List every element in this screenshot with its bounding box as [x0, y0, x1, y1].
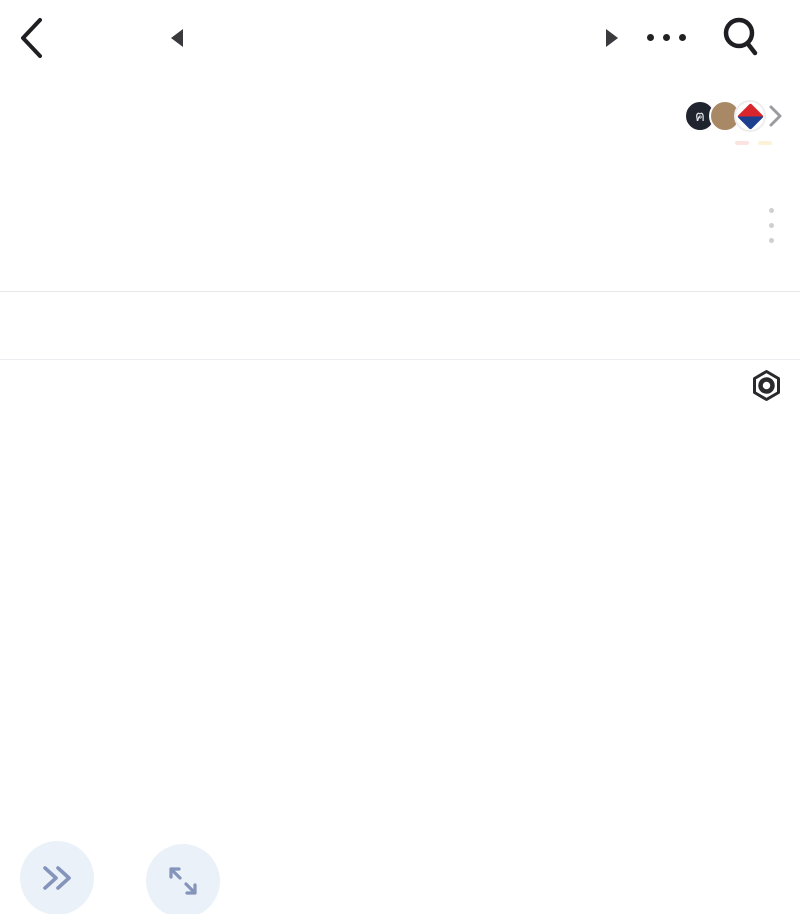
stats-more-dots[interactable]: [769, 208, 774, 243]
followers-row[interactable]: ฅ: [681, 100, 784, 132]
period-tabs: [0, 291, 800, 360]
fast-forward-button[interactable]: [20, 841, 94, 914]
avatar: [734, 100, 766, 132]
back-icon[interactable]: [16, 16, 46, 60]
ma-legend-row: [0, 361, 800, 408]
price-change: [202, 142, 222, 169]
adjust-mode-button[interactable]: [750, 369, 790, 402]
l1-badge: [758, 141, 772, 145]
settings-nut-icon: [753, 370, 780, 401]
kline-chart[interactable]: [0, 408, 800, 914]
double-chevron-icon: [43, 866, 71, 890]
prev-stock-icon[interactable]: [171, 29, 183, 47]
cn-badge: [735, 141, 749, 145]
search-icon[interactable]: [718, 13, 764, 59]
expand-chart-button[interactable]: [146, 844, 220, 914]
expand-arrows-icon: [169, 867, 197, 895]
market-badges: [735, 141, 772, 145]
more-icon[interactable]: [647, 34, 686, 41]
next-stock-icon[interactable]: [606, 29, 618, 47]
chevron-right-icon: [769, 105, 782, 127]
